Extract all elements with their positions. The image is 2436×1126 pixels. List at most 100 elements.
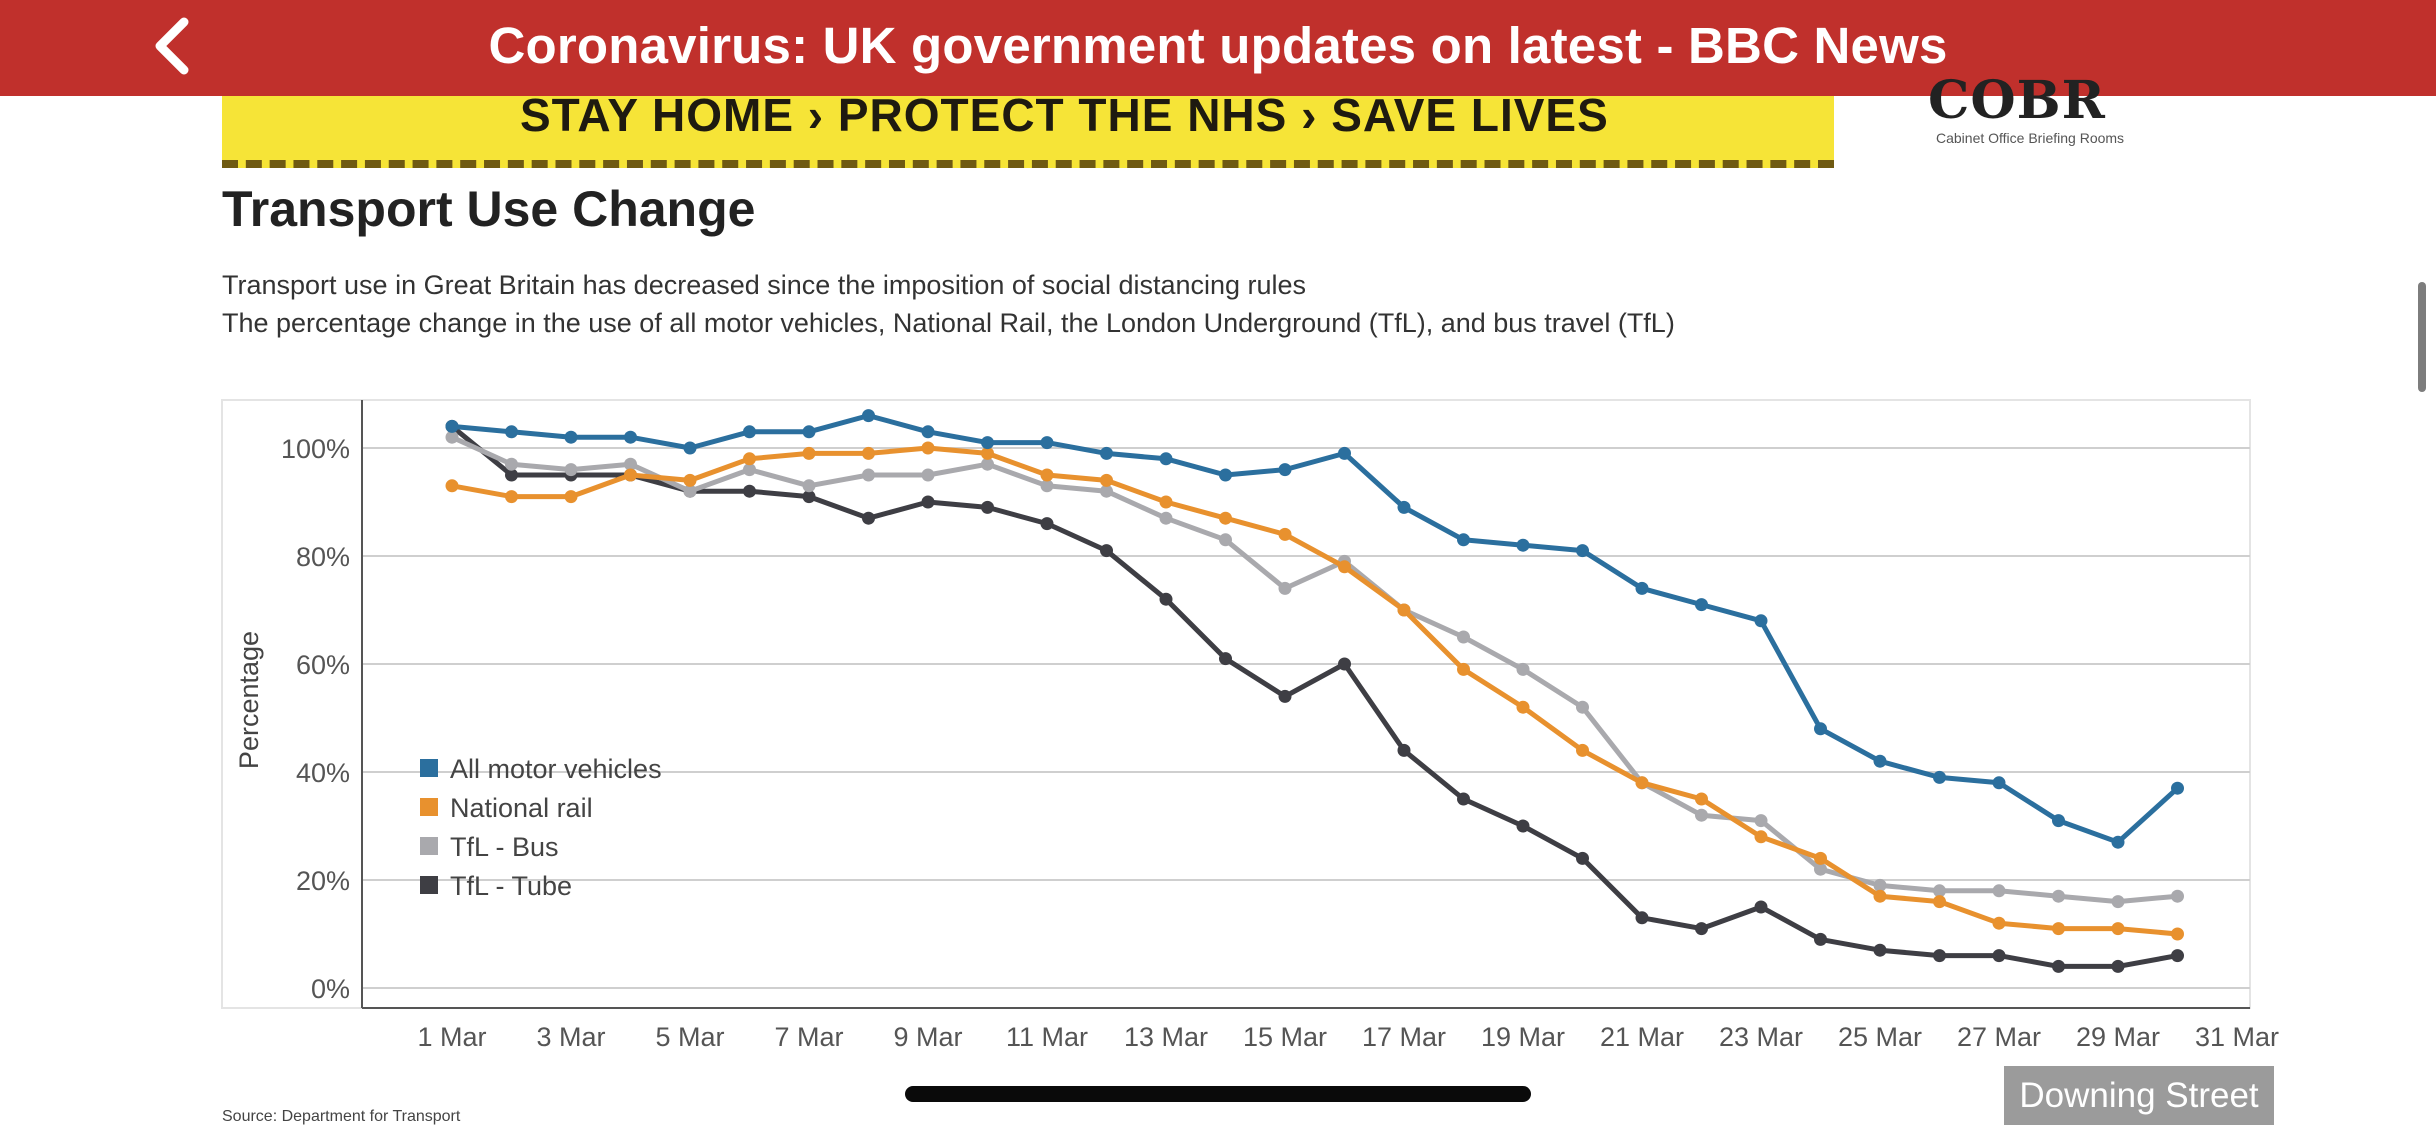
- legend-label: TfL - Bus: [450, 832, 559, 862]
- data-point: [802, 446, 816, 460]
- data-point: [1159, 511, 1173, 525]
- data-point: [1635, 581, 1649, 595]
- data-point: [1933, 895, 1946, 909]
- data-point: [1040, 468, 1054, 482]
- data-point: [1219, 533, 1232, 547]
- data-point: [1576, 743, 1589, 757]
- data-point: [1219, 652, 1232, 666]
- data-point: [2052, 889, 2065, 903]
- x-tick-label: 31 Mar: [2195, 1022, 2279, 1052]
- data-point: [1695, 922, 1708, 936]
- data-point: [1338, 446, 1351, 460]
- back-chevron-icon[interactable]: [146, 14, 206, 78]
- data-point: [921, 495, 935, 509]
- x-tick-label: 17 Mar: [1362, 1022, 1446, 1052]
- data-point: [1873, 878, 1887, 892]
- data-point: [1100, 544, 1113, 558]
- data-point: [981, 500, 994, 514]
- data-point: [2111, 895, 2125, 909]
- data-point: [2171, 781, 2184, 795]
- y-tick-label: 40%: [296, 758, 350, 788]
- data-point: [862, 446, 875, 460]
- data-point: [1635, 911, 1649, 925]
- image-caption: Downing Street: [2004, 1066, 2274, 1125]
- data-point: [1754, 900, 1768, 914]
- data-point: [921, 441, 935, 455]
- chart-legend: All motor vehicles National rail TfL - Bus…: [420, 754, 662, 901]
- data-point: [1516, 538, 1530, 552]
- x-tick-label: 27 Mar: [1957, 1022, 2041, 1052]
- data-point: [2171, 927, 2184, 941]
- cobr-logo: COBR Cabinet Office Briefing Rooms: [1928, 75, 2168, 154]
- data-point: [564, 490, 578, 504]
- chart-grid: [221, 399, 2251, 1009]
- top-navigation-bar: Coronavirus: UK government updates on la…: [0, 0, 2436, 96]
- data-point: [1635, 776, 1649, 790]
- banner-text: STAY HOME › PROTECT THE NHS › SAVE LIVES: [520, 96, 1609, 141]
- chart-axes: 0% 20% 40% 60% 80% 100% 1 Mar 3 Mar 5 Mar 7 Mar 9 …: [234, 400, 2279, 1052]
- data-point: [1992, 949, 2006, 963]
- legend-label: TfL - Tube: [450, 871, 572, 901]
- data-point: [445, 479, 459, 493]
- data-point: [1992, 776, 2006, 790]
- data-point: [505, 457, 518, 471]
- data-point: [564, 463, 578, 477]
- data-point: [1397, 743, 1411, 757]
- data-point: [1338, 560, 1351, 574]
- x-tick-label: 7 Mar: [774, 1022, 843, 1052]
- y-tick-label: 60%: [296, 650, 350, 680]
- data-point: [1040, 436, 1054, 450]
- data-point: [1933, 770, 1946, 784]
- data-point: [564, 430, 578, 444]
- cobr-logo-subtitle: Cabinet Office Briefing Rooms: [1936, 130, 2125, 146]
- data-point: [624, 468, 637, 482]
- legend-swatch: [420, 837, 438, 855]
- data-point: [743, 452, 756, 466]
- data-point: [1814, 932, 1827, 946]
- data-point: [1873, 754, 1887, 768]
- x-tick-label: 19 Mar: [1481, 1022, 1565, 1052]
- x-tick-label: 23 Mar: [1719, 1022, 1803, 1052]
- data-point: [1933, 949, 1946, 963]
- data-point: [1278, 581, 1292, 595]
- data-point: [1338, 657, 1351, 671]
- chart-source: Source: Department for Transport: [222, 1108, 461, 1125]
- data-point: [683, 441, 697, 455]
- data-point: [1397, 603, 1411, 617]
- vertical-scrollbar[interactable]: [2418, 282, 2426, 392]
- series-line-1: [449, 445, 2180, 937]
- series-line-2: [449, 434, 2180, 905]
- data-point: [1040, 479, 1054, 493]
- data-point: [505, 425, 518, 439]
- y-tick-label: 20%: [296, 866, 350, 896]
- home-indicator[interactable]: [905, 1086, 1531, 1102]
- data-point: [2171, 889, 2184, 903]
- data-point: [1695, 808, 1708, 822]
- data-point: [1814, 722, 1827, 736]
- data-point: [2111, 835, 2125, 849]
- data-point: [1159, 452, 1173, 466]
- data-point: [1100, 484, 1113, 498]
- stay-home-banner: STAY HOME › PROTECT THE NHS › SAVE LIVES: [222, 96, 1834, 168]
- data-point: [1516, 700, 1530, 714]
- legend-swatch: [420, 876, 438, 894]
- series-line-3: [449, 423, 2180, 969]
- data-point: [1397, 500, 1411, 514]
- x-tick-label: 25 Mar: [1838, 1022, 1922, 1052]
- chart-title: Transport Use Change: [222, 181, 756, 237]
- legend-label: National rail: [450, 793, 593, 823]
- data-point: [743, 484, 756, 498]
- data-point: [2111, 959, 2125, 973]
- chart-series: [445, 409, 2184, 973]
- y-tick-label: 100%: [281, 434, 350, 464]
- data-point: [445, 430, 459, 444]
- x-tick-label: 15 Mar: [1243, 1022, 1327, 1052]
- data-point: [1219, 468, 1232, 482]
- data-point: [1457, 533, 1470, 547]
- data-point: [802, 479, 816, 493]
- data-point: [1516, 662, 1530, 676]
- data-point: [2052, 959, 2065, 973]
- data-point: [1695, 598, 1708, 612]
- data-point: [1457, 630, 1470, 644]
- data-point: [1754, 614, 1768, 628]
